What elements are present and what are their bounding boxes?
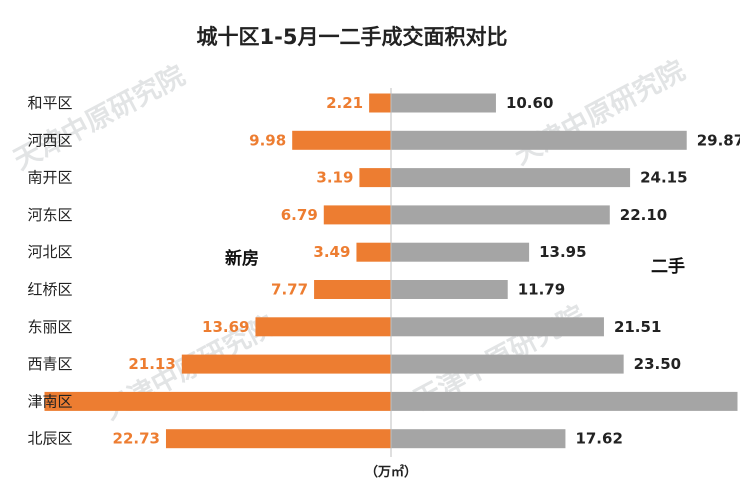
bar-second-hand-7	[391, 354, 624, 374]
value-label-second-hand: 10.60	[506, 94, 553, 112]
bar-new-2	[359, 168, 391, 188]
bar-new-8	[44, 391, 391, 411]
bar-second-hand-3	[391, 205, 610, 225]
bar-second-hand-9	[391, 429, 566, 449]
series-label-new: 新房	[225, 248, 259, 269]
category-label: 西青区	[27, 355, 72, 373]
category-label: 北辰区	[27, 430, 72, 448]
category-label: 河北区	[27, 243, 72, 261]
value-label-new: 22.73	[113, 430, 160, 448]
bar-second-hand-5	[391, 280, 508, 299]
value-label-second-hand: 23.50	[634, 355, 681, 373]
bar-second-hand-4	[391, 242, 530, 262]
category-label: 南开区	[27, 169, 72, 187]
value-label-new: 3.49	[313, 243, 350, 261]
bar-second-hand-8	[391, 391, 738, 411]
value-label-second-hand: 24.15	[640, 169, 687, 187]
chart-title: 城十区1-5月一二手成交面积对比	[197, 25, 508, 49]
watermark-text: 天津中原研究院	[508, 54, 690, 171]
category-label: 和平区	[27, 94, 72, 112]
value-label-new: 7.77	[271, 281, 308, 299]
value-label-new: 6.79	[281, 206, 318, 224]
category-label: 河东区	[27, 206, 72, 224]
bar-new-0	[369, 93, 391, 113]
category-label: 津南区	[27, 392, 72, 410]
value-label-second-hand: 17.62	[575, 430, 622, 448]
value-label-new: 21.13	[128, 355, 175, 373]
unit-label: （万㎡）	[365, 464, 417, 480]
bar-new-1	[292, 130, 391, 150]
category-label: 红桥区	[27, 281, 72, 299]
bar-new-5	[314, 280, 391, 299]
bar-second-hand-6	[391, 317, 604, 337]
value-label-second-hand: 11.79	[518, 281, 565, 299]
bar-new-4	[356, 242, 391, 262]
value-label-second-hand: 22.10	[620, 206, 667, 224]
bar-second-hand-2	[391, 168, 631, 188]
bar-new-3	[323, 205, 391, 225]
value-label-new: 3.19	[316, 169, 353, 187]
bar-second-hand-1	[391, 130, 687, 150]
value-label-new: 13.69	[202, 318, 249, 336]
value-label-new: 9.98	[249, 131, 286, 149]
bar-second-hand-0	[391, 93, 496, 113]
value-label-new: 2.21	[326, 94, 363, 112]
category-label: 河西区	[27, 131, 72, 149]
bar-new-9	[165, 429, 391, 449]
bar-layer	[44, 93, 738, 449]
value-label-second-hand: 21.51	[614, 318, 661, 336]
value-label-second-hand: 29.87	[697, 131, 740, 149]
bar-new-7	[181, 354, 391, 374]
watermark-text: 天津中原研究院	[8, 59, 190, 176]
value-label-second-hand: 13.95	[539, 243, 586, 261]
value-label-layer: 2.21 10.60 9.98 29.87 3.19 24.15 6.79 22.10 3.49…	[113, 94, 740, 448]
series-label-second-hand: 二手	[651, 256, 685, 277]
category-label: 东丽区	[27, 318, 72, 336]
bar-new-6	[255, 317, 391, 337]
